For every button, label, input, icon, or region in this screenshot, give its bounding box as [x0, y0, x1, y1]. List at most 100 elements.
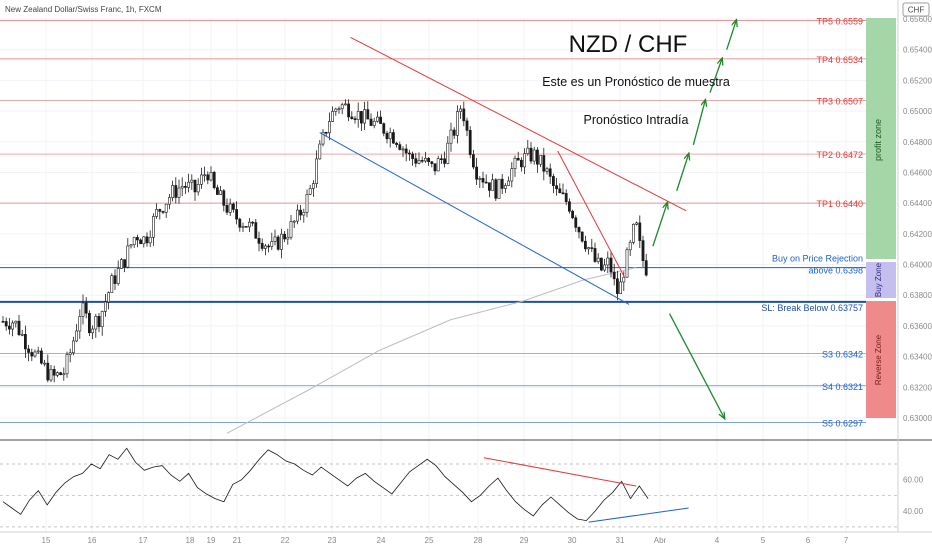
candle-body: [136, 237, 139, 241]
time-tick-label: 7: [844, 536, 849, 545]
candle-body: [635, 222, 639, 225]
profit-zone: [866, 18, 896, 259]
candle-body: [644, 260, 648, 276]
candle-body: [116, 268, 120, 284]
candle-body: [203, 174, 207, 177]
candle-body: [1, 321, 5, 323]
candle-body: [161, 211, 165, 213]
candle-body: [459, 108, 463, 112]
candle-body: [171, 185, 175, 198]
candle-body: [526, 147, 530, 154]
candle-body: [574, 217, 578, 228]
level-label: TP4 0.6534: [816, 55, 863, 65]
candle-body: [180, 185, 184, 189]
candle-body: [535, 149, 539, 165]
candle-body: [238, 218, 242, 228]
candle-body: [36, 350, 40, 353]
time-tick-label: 6: [806, 536, 811, 545]
candle-body: [337, 108, 341, 111]
candle-body: [65, 354, 69, 375]
candle-body: [46, 362, 50, 381]
candle-body: [478, 178, 482, 180]
symbol-info: New Zealand Dollar/Swiss Franc, 1h, FXCM: [5, 5, 162, 14]
candle-body: [251, 221, 255, 224]
candle-body: [356, 111, 360, 120]
candle-body: [30, 352, 34, 357]
level-label: S3 0.6342: [822, 350, 863, 360]
candle-body: [375, 116, 379, 122]
candle-body: [369, 118, 373, 126]
candle-body: [491, 179, 495, 191]
candle-body: [100, 311, 104, 327]
candle-body: [94, 316, 98, 330]
candle-body: [494, 179, 498, 199]
currency-badge[interactable]: [902, 2, 930, 17]
price-tick-label: 0.63200: [903, 383, 932, 392]
candle-body: [353, 118, 357, 120]
candle-body: [289, 221, 293, 238]
candle-body: [55, 372, 59, 376]
candle-body: [88, 312, 91, 334]
candle-body: [8, 325, 11, 330]
candle-body: [283, 233, 287, 240]
candle-body: [177, 187, 181, 198]
rsi-trendline-red: [483, 457, 637, 487]
time-tick-label: 24: [377, 536, 386, 545]
candle-body: [507, 180, 511, 186]
candle-body: [606, 257, 610, 266]
candle-body: [139, 239, 143, 245]
candle-body: [366, 109, 370, 120]
price-tick-label: 0.65000: [903, 107, 932, 116]
candle-body: [481, 178, 485, 183]
candle-body: [62, 373, 66, 376]
candle-body: [107, 292, 111, 303]
candle-body: [244, 226, 248, 228]
candle-body: [446, 142, 450, 164]
time-tick-label: 18: [186, 536, 195, 545]
candle-body: [401, 148, 405, 151]
time-tick-label: 28: [474, 536, 483, 545]
candle-body: [78, 316, 82, 332]
candle-body: [241, 226, 245, 228]
candle-body: [318, 143, 322, 160]
chart-subtitle-2: Pronóstico Intradía: [584, 113, 689, 127]
candle-body: [471, 154, 475, 168]
candle-body: [619, 281, 623, 294]
candle-body: [20, 334, 24, 336]
time-tick-label: 31: [616, 536, 625, 545]
candle-body: [212, 172, 216, 188]
candle-body: [235, 209, 239, 220]
candle-body: [516, 157, 520, 161]
candle-body: [603, 264, 607, 271]
level-lines: TP5 0.6559 TP4 0.6534 TP3 0.6507 TP2 0.6472…: [0, 17, 866, 429]
candle-body: [168, 197, 171, 205]
price-tick-label: 0.65600: [903, 15, 932, 24]
candle-body: [14, 320, 18, 324]
rsi-tick-label: 60.00: [903, 476, 924, 485]
candle-body: [615, 278, 619, 294]
price-tick-label: 0.64000: [903, 261, 932, 270]
candle-body: [81, 302, 85, 317]
candle-body: [487, 182, 491, 191]
candle-body: [612, 271, 616, 280]
forecast-arrow: [692, 100, 705, 146]
candle-body: [404, 148, 408, 154]
candle-body: [343, 103, 347, 106]
time-tick-label: 30: [568, 536, 577, 545]
candle-body: [110, 275, 114, 293]
candle-body: [599, 257, 603, 271]
candle-body: [631, 223, 635, 243]
candle-body: [148, 236, 152, 244]
level-label: TP3 0.6507: [816, 96, 863, 106]
time-axis[interactable]: 15 16 17 18 19 21 22 23 24 25 28 29 30 31 Abr 4 5 6 7: [42, 536, 849, 545]
price-tick-label: 0.64800: [903, 138, 932, 147]
price-axis[interactable]: 0.65600 0.65400 0.65200 0.65000 0.64800 0.646…: [903, 15, 932, 423]
candle-body: [641, 240, 645, 261]
candle-body: [462, 108, 466, 122]
price-tick-label: 0.63800: [903, 291, 932, 300]
candle-body: [267, 245, 271, 248]
candle-body: [443, 158, 447, 164]
candle-body: [321, 131, 325, 145]
price-tick-label: 0.64600: [903, 168, 932, 177]
candle-body: [372, 120, 376, 126]
